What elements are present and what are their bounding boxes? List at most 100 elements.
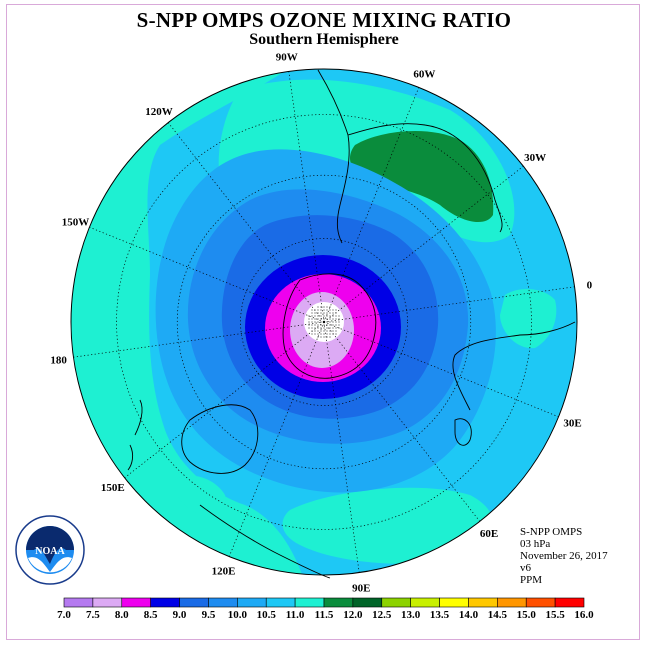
colorbar-tick-label: 10.0 xyxy=(228,609,248,621)
stipple-dot xyxy=(326,336,328,338)
meridian-line xyxy=(124,321,325,479)
noaa-logo: NOAA xyxy=(15,515,85,585)
stipple-dot xyxy=(320,309,322,311)
stipple-dot xyxy=(314,321,316,323)
coast-antarctica xyxy=(282,273,377,379)
stipple-dot xyxy=(335,318,337,320)
stipple-dot xyxy=(338,318,340,320)
info-units: PPM xyxy=(520,574,543,586)
longitude-labels: 90W 60W 30W 0 30E 60E 90E 120E 150E 180 150W 120W xyxy=(50,52,592,595)
stipple-dot xyxy=(320,312,322,314)
stipple-dot xyxy=(317,327,319,329)
stipple-dot xyxy=(335,321,337,323)
latitude-circle xyxy=(240,238,408,406)
page-frame xyxy=(6,4,640,640)
stipple-dot xyxy=(323,309,325,311)
longitude-label: 150E xyxy=(101,482,125,494)
stipple-dot xyxy=(317,318,319,320)
stipple-dot xyxy=(311,312,313,314)
colorbar-swatch xyxy=(92,597,123,608)
stipple-dot xyxy=(320,315,322,317)
stipple-dot xyxy=(326,306,328,308)
stipple-dot xyxy=(329,327,331,329)
colorbar-swatch xyxy=(497,597,527,608)
info-date: November 26, 2017 xyxy=(520,550,608,562)
colorbar-swatch xyxy=(410,597,440,608)
stipple-dot xyxy=(329,336,331,338)
stipple-dot xyxy=(332,330,334,332)
stipple-dot xyxy=(338,315,340,317)
longitude-label: 90W xyxy=(276,52,298,64)
stipple-dot xyxy=(329,312,331,314)
stipple-dot xyxy=(326,315,328,317)
coastlines xyxy=(127,69,576,579)
meridian-line xyxy=(73,321,325,358)
colorbar-swatch xyxy=(525,597,556,608)
colorbar-swatch xyxy=(323,597,354,608)
colorbar-tick-label: 9.0 xyxy=(173,609,187,621)
stipple-dot xyxy=(329,315,331,317)
info-pressure: 03 hPa xyxy=(520,538,551,550)
stipple-dot xyxy=(332,324,334,326)
stipple-dot xyxy=(326,309,328,311)
stipple-dot xyxy=(332,327,334,329)
stipple-dot xyxy=(326,327,328,329)
stipple-dot xyxy=(332,315,334,317)
stipple-dot xyxy=(323,312,325,314)
stipple-dot xyxy=(335,315,337,317)
stipple-dot xyxy=(317,321,319,323)
map-subtitle: Southern Hemisphere xyxy=(249,31,399,48)
longitude-label: 150W xyxy=(62,217,90,229)
stipple-dot xyxy=(326,330,328,332)
stipple-dot xyxy=(308,318,310,320)
colorbar-tick-label: 12.5 xyxy=(372,609,392,621)
stipple-dot xyxy=(308,327,310,329)
coast-indian-east xyxy=(199,504,331,579)
stipple-dot xyxy=(317,315,319,317)
colorbar-swatch xyxy=(208,597,238,608)
longitude-label: 60W xyxy=(413,69,435,81)
stipple-dot xyxy=(329,321,331,323)
longitude-label: 120W xyxy=(145,106,173,118)
coast-australia xyxy=(181,404,259,474)
meridian-line xyxy=(89,226,325,323)
info-version: v6 xyxy=(520,562,531,574)
colorbar-swatch xyxy=(294,597,325,608)
stipple-dot xyxy=(314,324,316,326)
coast-madagascar xyxy=(454,418,472,446)
stipple-dot xyxy=(317,309,319,311)
stipple-dot xyxy=(329,324,331,326)
stipple-dot xyxy=(335,330,337,332)
colorbar-swatch xyxy=(554,597,585,608)
colorbar-swatch xyxy=(237,597,267,608)
meridian-line xyxy=(323,321,360,573)
stipple-dot xyxy=(329,309,331,311)
stipple-dot xyxy=(311,327,313,329)
meridian-line xyxy=(323,321,481,522)
map-title: S-NPP OMPS OZONE MIXING RATIO xyxy=(136,8,512,32)
stipple-dot xyxy=(311,321,313,323)
stipple-dot xyxy=(323,306,325,308)
stipple-dot xyxy=(338,321,340,323)
colorbar-tick-label: 13.0 xyxy=(401,609,421,621)
stipple-dot xyxy=(329,306,331,308)
contour-11.0-southwest xyxy=(174,475,226,517)
longitude-label: 30W xyxy=(524,152,546,164)
colorbar: 7.0 7.5 8.0 8.5 9.0 9.5 10.0 10.5 11.0 11.5 12.0 12… xyxy=(57,597,594,621)
stipple-dot xyxy=(320,327,322,329)
stipple-dot xyxy=(329,318,331,320)
stipple-dot xyxy=(323,327,325,329)
stipple-dot xyxy=(326,312,328,314)
stipple-dot xyxy=(314,312,316,314)
stipple-dot xyxy=(320,333,322,335)
graticule xyxy=(73,71,575,573)
stipple-dot xyxy=(323,324,325,326)
stipple-dot xyxy=(311,333,313,335)
colorbar-swatch xyxy=(121,597,151,608)
stipple-dot xyxy=(311,309,313,311)
colorbar-tick-label: 15.5 xyxy=(545,609,565,621)
colorbar-tick-label: 11.0 xyxy=(286,609,305,621)
stipple-dot xyxy=(335,324,337,326)
contour-11.0-south xyxy=(282,487,495,564)
